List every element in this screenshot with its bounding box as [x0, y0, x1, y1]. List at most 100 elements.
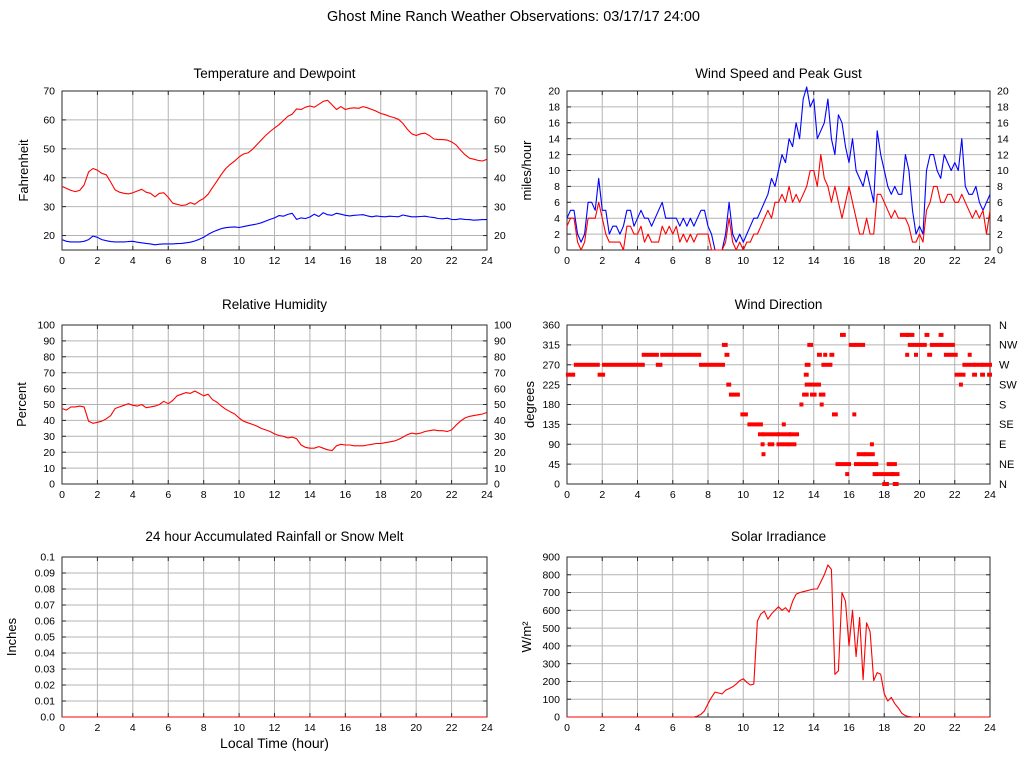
wind-direction-mark	[973, 362, 984, 367]
y-tick-label: 6	[554, 197, 560, 209]
y-tick-label: 60	[43, 115, 55, 127]
x-tick-label: 14	[304, 255, 316, 267]
y-tick-label-right: 50	[494, 143, 506, 155]
y-tick-label: 0	[49, 479, 55, 491]
y-tick-label: 400	[542, 641, 560, 653]
wind-direction-mark	[762, 432, 780, 437]
y-tick-label: 200	[542, 676, 560, 688]
y-tick-label-right: 18	[997, 102, 1009, 114]
wind-direction-mark	[938, 332, 944, 337]
x-tick-label: 0	[564, 489, 570, 501]
y-tick-label: 30	[43, 201, 55, 213]
y-tick-label-right: 12	[997, 149, 1009, 161]
y-tick-label: 70	[43, 86, 55, 98]
wind-direction-mark	[905, 352, 910, 357]
panel-solar: 0 2 4 6 8 10 12 14 16 18 20 22 240100200300400500600…	[519, 552, 996, 734]
x-tick-label: 16	[339, 722, 351, 734]
wind-direction-mark	[981, 362, 992, 367]
x-tick-label: 24	[984, 255, 996, 267]
y-tick-label: 0.03	[35, 664, 56, 676]
x-tick-label: 18	[375, 722, 387, 734]
y-axis-label: Fahrenheit	[16, 139, 31, 202]
wind-direction-mark	[724, 352, 730, 357]
wind-direction-mark	[761, 452, 766, 457]
x-tick-label: 18	[878, 489, 890, 501]
y-tick-label-right: 50	[494, 399, 506, 411]
x-tick-label: 20	[914, 255, 926, 267]
y-tick-label-right: 20	[494, 230, 506, 242]
wind-direction-mark	[856, 452, 866, 457]
wind-direction-mark	[835, 462, 851, 467]
wind-direction-mark	[573, 362, 600, 367]
compass-label: W	[999, 360, 1010, 372]
compass-label: E	[999, 439, 1006, 451]
y-tick-label-right: 70	[494, 86, 506, 98]
x-tick-label: 8	[705, 722, 711, 734]
wind-direction-mark	[788, 442, 797, 447]
wind-direction-mark	[776, 442, 789, 447]
wind-direction-mark	[882, 482, 889, 486]
y-tick-label-right: 30	[494, 431, 506, 443]
x-tick-label: 18	[878, 722, 890, 734]
x-tick-label: 24	[984, 722, 996, 734]
panel-rainfall: 0 2 4 6 8 10 12 14 16 18 20 22 240.00.010.020.030.04…	[4, 552, 493, 734]
wind-direction-mark	[892, 482, 899, 486]
x-tick-label: 6	[670, 255, 676, 267]
x-tick-label: 4	[635, 255, 641, 267]
y-tick-label-right: 20	[997, 86, 1009, 98]
y-tick-label: 900	[542, 552, 560, 564]
chart-title-wind-speed: Wind Speed and Peak Gust	[695, 66, 862, 81]
y-tick-label-right: 40	[494, 172, 506, 184]
y-tick-label: 700	[542, 587, 560, 599]
x-tick-label: 14	[808, 489, 820, 501]
x-tick-label: 20	[410, 255, 422, 267]
x-tick-label: 4	[130, 489, 136, 501]
y-tick-label: 50	[43, 399, 55, 411]
y-tick-label: 500	[542, 623, 560, 635]
wind-direction-mark	[829, 352, 835, 357]
y-tick-label: 600	[542, 605, 560, 617]
x-tick-label: 6	[670, 722, 676, 734]
y-tick-label-right: 60	[494, 383, 506, 395]
x-tick-label: 24	[481, 722, 493, 734]
x-tick-label: 18	[878, 255, 890, 267]
y-tick-label: 0.0	[40, 712, 55, 724]
y-tick-label-right: 4	[997, 213, 1003, 225]
x-tick-label: 20	[914, 722, 926, 734]
wind-direction-mark	[914, 352, 918, 357]
wind-direction-mark	[869, 442, 874, 447]
x-tick-label: 14	[808, 255, 820, 267]
y-tick-label: 50	[43, 143, 55, 155]
wind-direction-mark	[726, 382, 732, 387]
wind-direction-mark	[565, 372, 576, 377]
x-tick-label: 8	[201, 489, 207, 501]
series-wind_speed	[566, 154, 991, 251]
y-tick-label: 4	[554, 213, 560, 225]
x-tick-label: 8	[201, 722, 207, 734]
x-tick-label: 20	[914, 489, 926, 501]
x-tick-label: 20	[410, 489, 422, 501]
y-tick-label: 300	[542, 658, 560, 670]
y-tick-label: 270	[542, 359, 560, 371]
y-axis-label: W/m²	[519, 621, 534, 653]
wind-direction-mark	[655, 362, 663, 367]
wind-direction-mark	[954, 372, 966, 377]
wind-direction-mark	[886, 462, 897, 467]
series-relative_humidity	[61, 390, 488, 452]
wind-direction-mark	[728, 392, 740, 397]
wind-direction-mark	[788, 432, 799, 437]
x-axis-label: Local Time (hour)	[220, 735, 329, 751]
wind-direction-mark	[927, 352, 933, 357]
wind-direction-mark	[832, 412, 838, 417]
x-tick-label: 12	[269, 489, 281, 501]
compass-label: NW	[999, 340, 1018, 352]
wind-direction-mark	[641, 352, 659, 357]
y-tick-label-right: 10	[494, 463, 506, 475]
wind-direction-mark	[819, 402, 824, 407]
y-tick-label: 12	[548, 149, 560, 161]
y-tick-label: 10	[43, 463, 55, 475]
